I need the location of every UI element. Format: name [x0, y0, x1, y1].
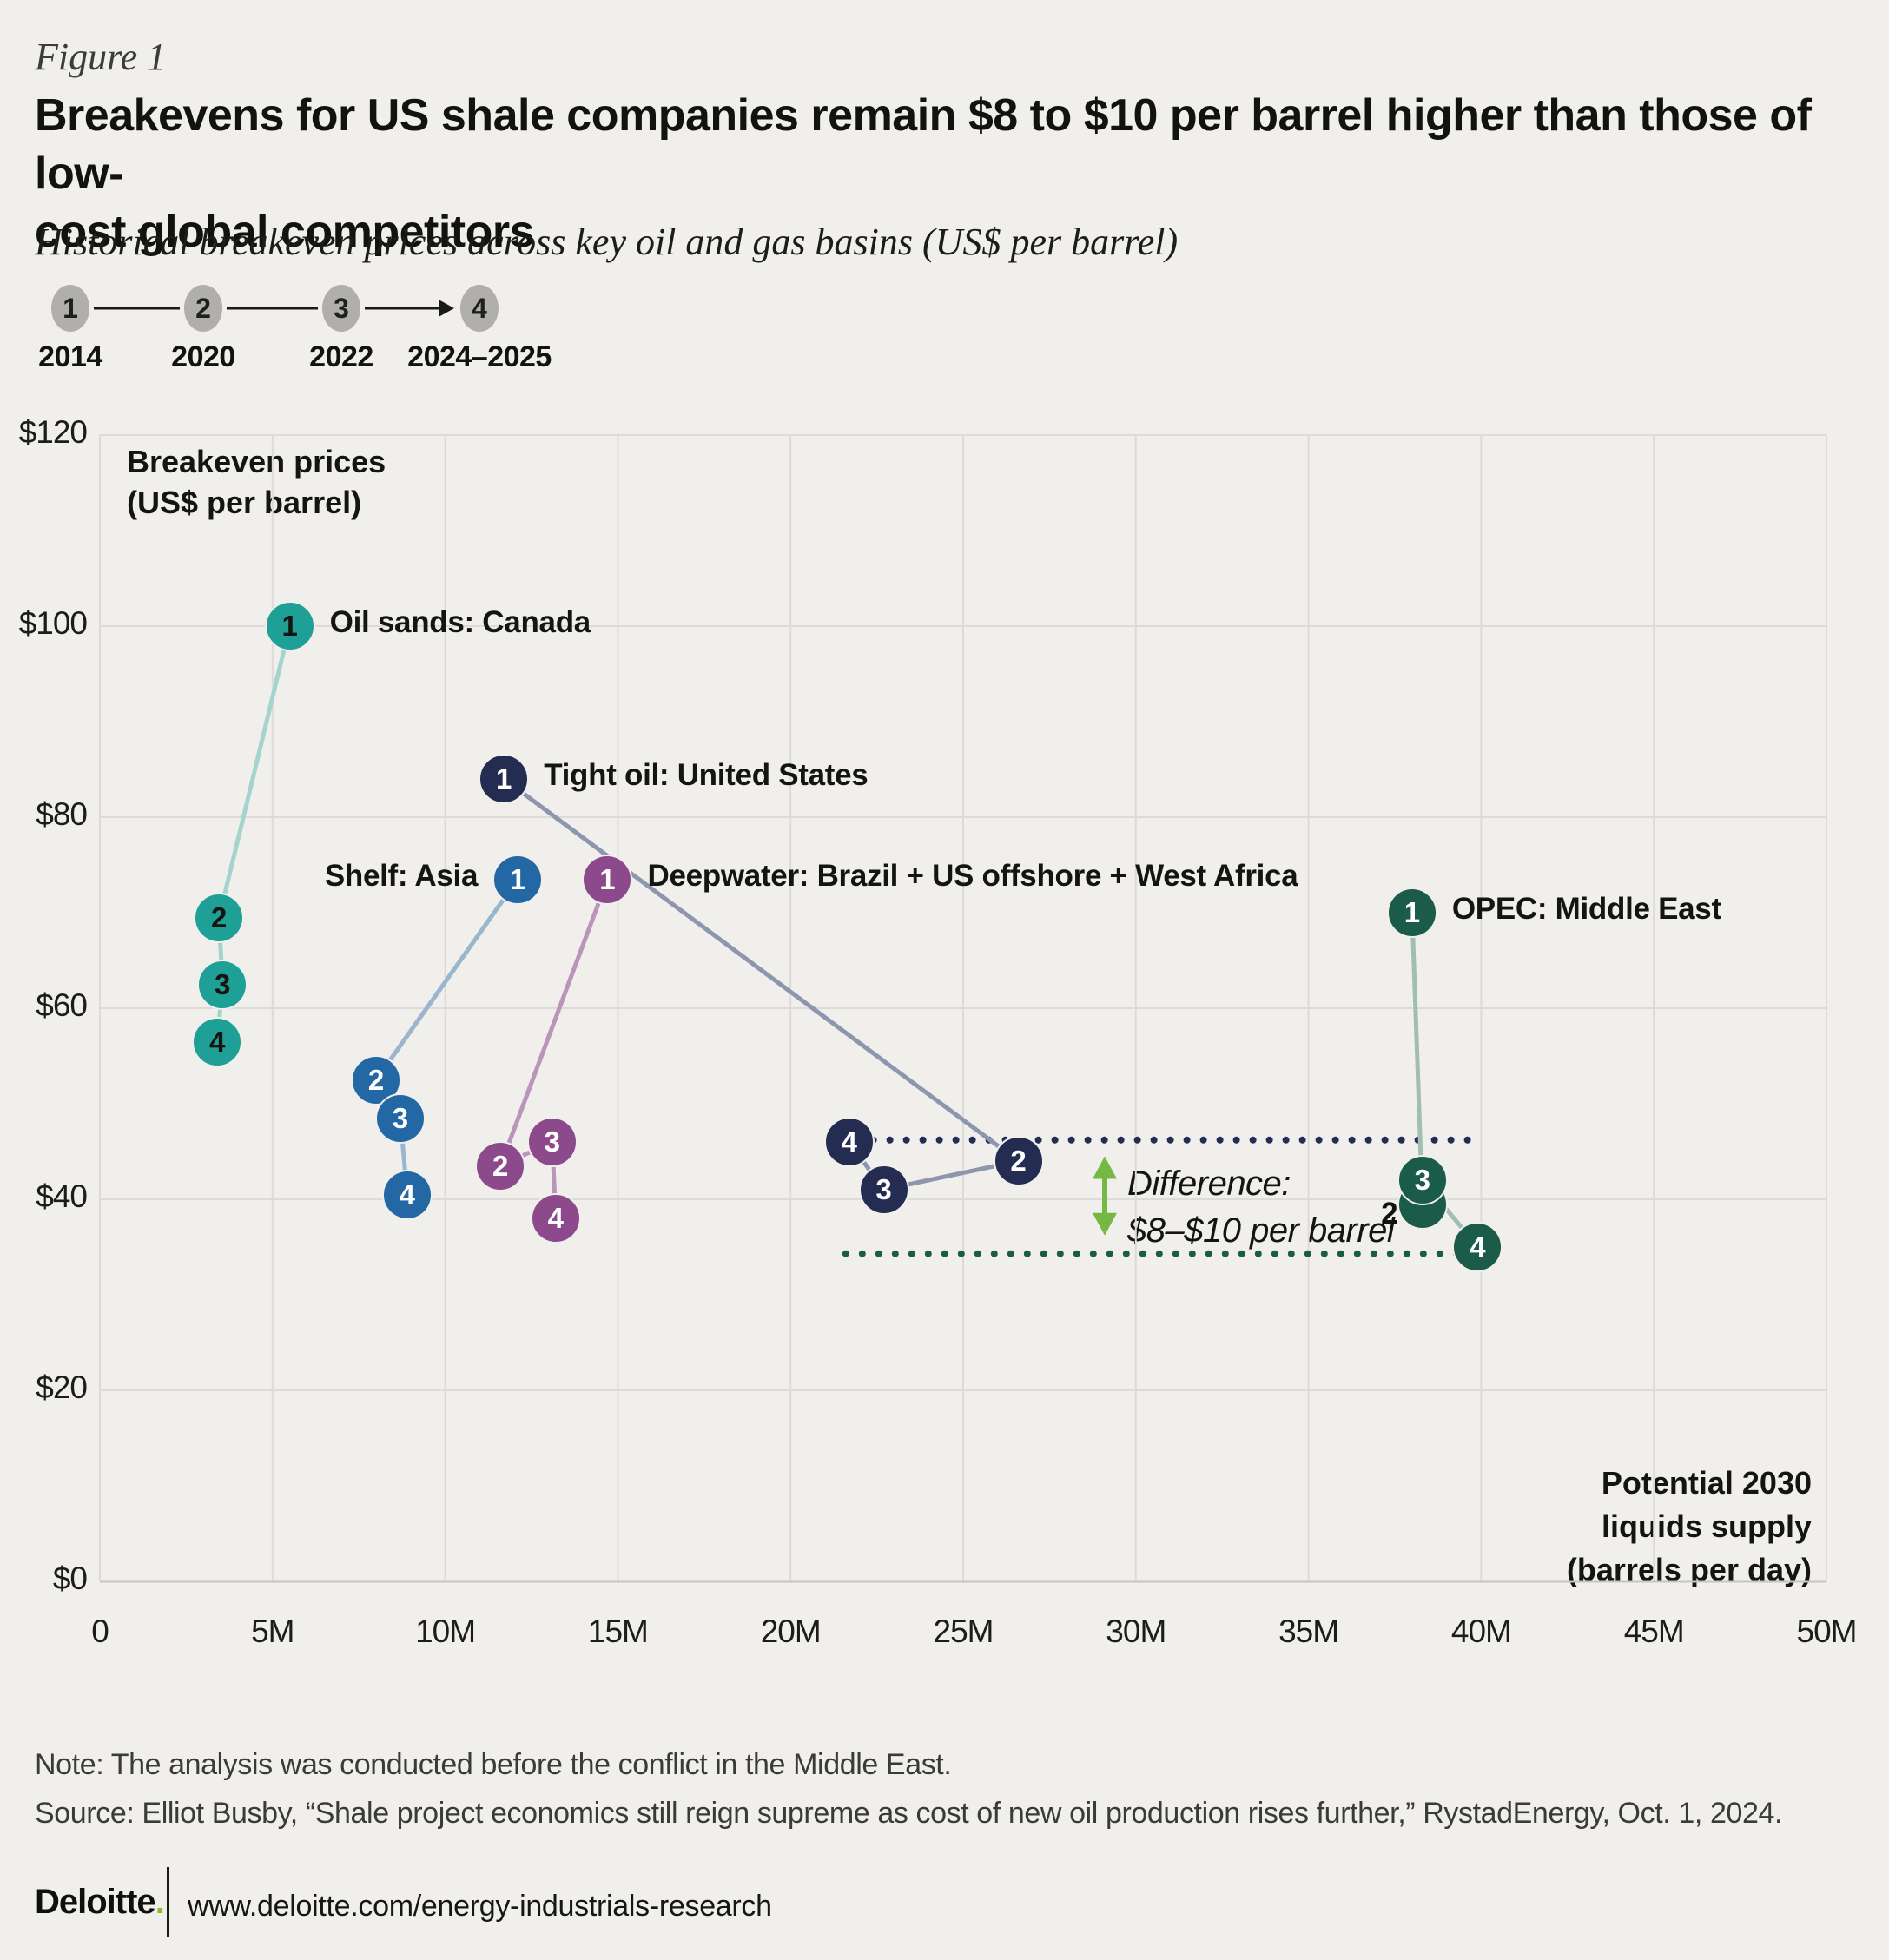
series-line-oil-sands-canada — [215, 624, 293, 1044]
point-tight-oil-us-1: 1 — [479, 754, 530, 804]
series-label-shelf-asia: Shelf: Asia — [324, 858, 479, 893]
chart-title: Breakevens for US shale companies remain… — [35, 87, 1867, 261]
point-deepwater-2: 2 — [475, 1140, 526, 1191]
y-axis-title: Breakeven prices (US$ per barrel) — [127, 441, 386, 523]
difference-annotation-line2: $8–$10 per barrel — [1127, 1211, 1395, 1250]
timeline-step-2024–2025: 4 — [460, 285, 499, 332]
x-tick-20M: 20M — [760, 1614, 822, 1649]
y-tick-$80: $80 — [36, 796, 88, 832]
figure-number-label: Figure 1 — [35, 36, 167, 78]
deloitte-logo: Deloitte. — [35, 1883, 165, 1922]
y-tick-$60: $60 — [36, 987, 88, 1023]
point-deepwater-1: 1 — [582, 854, 633, 905]
chart-title-line2: cost global competitors — [35, 207, 535, 257]
series-label-opec-middle-east: OPEC: Middle East — [1451, 892, 1721, 926]
y-tick-$100: $100 — [18, 605, 88, 641]
x-tick-10M: 10M — [415, 1614, 476, 1649]
series-label-tight-oil-us: Tight oil: United States — [544, 758, 869, 792]
timeline-step-2022: 3 — [322, 285, 360, 332]
point-deepwater-4: 4 — [530, 1193, 581, 1244]
difference-annotation: Difference: $8–$10 per barrel — [1127, 1160, 1395, 1254]
timeline-year-label: 2014 — [38, 340, 102, 373]
difference-annotation-line1: Difference: — [1127, 1165, 1291, 1203]
x-tick-25M: 25M — [933, 1614, 994, 1649]
y-axis-title-line1: Breakeven prices — [127, 444, 386, 479]
deloitte-logo-text: Deloitte — [35, 1883, 156, 1921]
x-tick-45M: 45M — [1623, 1614, 1685, 1649]
y-tick-$120: $120 — [18, 414, 88, 450]
point-opec-middle-east-1: 1 — [1386, 888, 1437, 938]
chart-subtitle: Historical breakeven prices across key o… — [35, 221, 1179, 263]
point-oil-sands-canada-1: 1 — [264, 601, 315, 651]
series-line-tight-oil-us — [501, 776, 1024, 1192]
timeline-year-label: 2024–2025 — [407, 340, 552, 373]
timeline-arrowhead-icon — [439, 300, 454, 317]
deloitte-logo-dot: . — [155, 1883, 165, 1921]
x-tick-35M: 35M — [1278, 1614, 1339, 1649]
x-tick-0: 0 — [91, 1614, 109, 1649]
y-tick-$0: $0 — [52, 1561, 88, 1596]
point-tight-oil-us-4: 4 — [823, 1117, 875, 1167]
y-tick-$40: $40 — [36, 1178, 88, 1214]
x-tick-5M: 5M — [251, 1614, 294, 1649]
footer-url: www.deloitte.com/energy-industrials-rese… — [188, 1890, 772, 1923]
x-axis-title-line1: Potential 2030 — [1601, 1465, 1812, 1501]
point-number-outside-opec-middle-east-2: 2 — [1381, 1196, 1398, 1231]
point-oil-sands-canada-3: 3 — [197, 959, 248, 1010]
series-label-oil-sands-canada: Oil sands: Canada — [329, 605, 591, 639]
y-tick-$20: $20 — [36, 1369, 88, 1405]
point-tight-oil-us-3: 3 — [858, 1165, 909, 1215]
x-tick-50M: 50M — [1796, 1614, 1858, 1649]
x-tick-15M: 15M — [587, 1614, 649, 1649]
timeline-year-label: 2020 — [171, 340, 235, 373]
note-text: Note: The analysis was conducted before … — [35, 1748, 952, 1781]
y-axis-title-line2: (US$ per barrel) — [127, 485, 362, 520]
x-axis-title-line2: liquids supply — [1601, 1508, 1812, 1544]
difference-arrow-down-icon — [1093, 1212, 1118, 1236]
point-opec-middle-east-3: 3 — [1397, 1155, 1448, 1205]
timeline-step-2020: 2 — [184, 285, 222, 332]
x-tick-30M: 30M — [1106, 1614, 1166, 1649]
footer-divider — [167, 1867, 169, 1937]
point-tight-oil-us-2: 2 — [993, 1136, 1044, 1186]
timeline-year-label: 2022 — [309, 340, 373, 373]
chart-title-line1: Breakevens for US shale companies remain… — [35, 90, 1812, 199]
timeline-step-2014: 1 — [51, 285, 89, 332]
x-tick-40M: 40M — [1450, 1614, 1512, 1649]
point-opec-middle-east-4: 4 — [1452, 1222, 1503, 1272]
point-oil-sands-canada-4: 4 — [192, 1016, 243, 1067]
source-text: Source: Elliot Busby, “Shale project eco… — [35, 1797, 1783, 1830]
point-shelf-asia-3: 3 — [374, 1092, 426, 1144]
series-label-deepwater: Deepwater: Brazil + US offshore + West A… — [647, 858, 1298, 893]
point-shelf-asia-4: 4 — [381, 1169, 433, 1220]
point-shelf-asia-2: 2 — [351, 1054, 402, 1105]
point-shelf-asia-1: 1 — [492, 854, 544, 905]
point-oil-sands-canada-2: 2 — [194, 892, 245, 943]
difference-arrow-up-icon — [1093, 1156, 1118, 1179]
series-line-deepwater — [496, 877, 610, 1221]
point-deepwater-3: 3 — [526, 1117, 578, 1167]
